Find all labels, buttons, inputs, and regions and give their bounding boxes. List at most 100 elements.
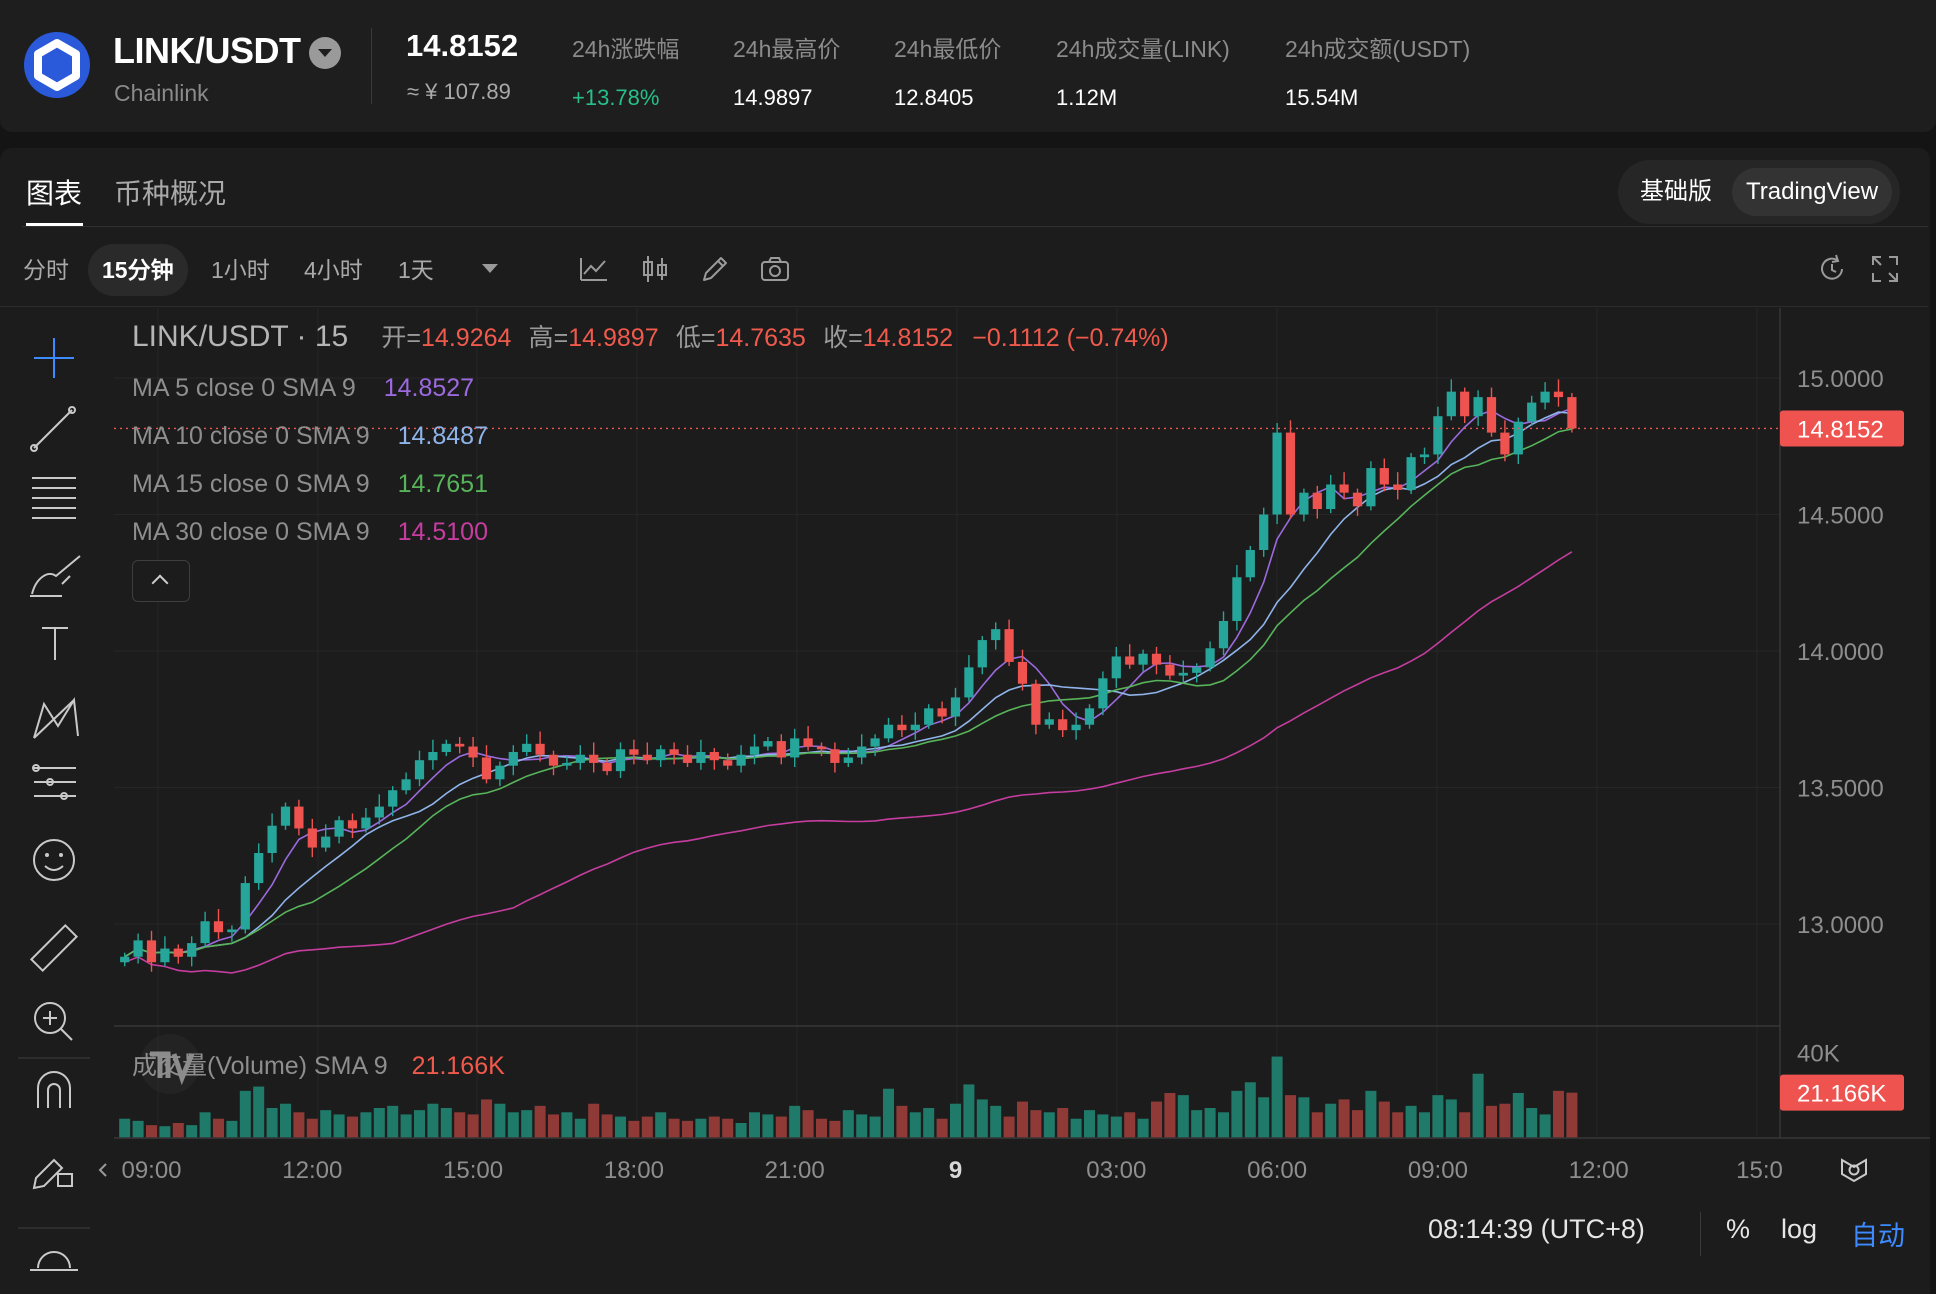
volume-bar[interactable]: [1017, 1101, 1028, 1138]
forecast-icon[interactable]: [32, 764, 76, 800]
volume-bar[interactable]: [1472, 1073, 1484, 1138]
lock-drawing-icon[interactable]: [32, 1158, 73, 1190]
price-chart[interactable]: 15.0000 14.5000 14.0000 13.5000 13.0000 14.81…: [0, 308, 1930, 1294]
candle[interactable]: [1553, 379, 1564, 407]
candle[interactable]: [1513, 417, 1523, 464]
candle[interactable]: [1460, 387, 1470, 424]
candle[interactable]: [870, 734, 880, 757]
candle[interactable]: [1486, 387, 1497, 437]
candle[interactable]: [629, 739, 639, 765]
volume-bar[interactable]: [1459, 1112, 1471, 1138]
volume-bar[interactable]: [1164, 1093, 1176, 1138]
interval-15m[interactable]: 15分钟: [88, 244, 188, 296]
volume-bar[interactable]: [186, 1125, 198, 1138]
emoji-icon[interactable]: [33, 839, 75, 881]
volume-bar[interactable]: [708, 1116, 720, 1138]
candle[interactable]: [495, 761, 505, 787]
volume-bar[interactable]: [1419, 1112, 1430, 1138]
chart-clock[interactable]: 08:14:39 (UTC+8): [1428, 1214, 1645, 1244]
candle[interactable]: [267, 813, 277, 863]
candle[interactable]: [682, 745, 693, 768]
candle[interactable]: [1178, 660, 1188, 683]
candle[interactable]: [790, 728, 800, 768]
volume-bar[interactable]: [387, 1105, 399, 1138]
candle[interactable]: [950, 687, 961, 727]
candle[interactable]: [669, 742, 679, 765]
pattern-icon[interactable]: [33, 696, 79, 739]
volume-bar[interactable]: [1553, 1090, 1564, 1138]
volume-bar[interactable]: [722, 1118, 734, 1138]
volume-bar[interactable]: [842, 1110, 854, 1138]
volume-bar[interactable]: [414, 1110, 425, 1138]
candle[interactable]: [910, 712, 920, 740]
candle[interactable]: [334, 816, 344, 844]
volume-bar[interactable]: [574, 1118, 586, 1138]
pair-dropdown-icon[interactable]: [309, 37, 341, 69]
candle[interactable]: [1406, 453, 1416, 495]
candle[interactable]: [227, 925, 237, 942]
candle[interactable]: [602, 758, 612, 776]
candle[interactable]: [1232, 565, 1242, 631]
candle[interactable]: [522, 734, 532, 757]
candle[interactable]: [964, 655, 974, 702]
candle[interactable]: [361, 807, 371, 833]
volume-bar[interactable]: [1499, 1103, 1511, 1138]
candle[interactable]: [133, 933, 143, 964]
volume-bar[interactable]: [1204, 1108, 1216, 1138]
volume-bar[interactable]: [1432, 1095, 1444, 1138]
candle[interactable]: [1218, 611, 1229, 656]
candle[interactable]: [307, 818, 317, 858]
volume-bar[interactable]: [1285, 1095, 1296, 1138]
volume-bar[interactable]: [226, 1120, 238, 1138]
volume-bar[interactable]: [1084, 1110, 1095, 1138]
candle[interactable]: [709, 747, 719, 770]
volume-bar[interactable]: [749, 1112, 760, 1138]
volume-bar[interactable]: [950, 1103, 961, 1138]
candle[interactable]: [1098, 671, 1108, 716]
volume-bar[interactable]: [615, 1116, 626, 1138]
hide-icon[interactable]: [30, 1251, 78, 1271]
volume-bar[interactable]: [695, 1118, 707, 1138]
volume-bar[interactable]: [1057, 1108, 1069, 1138]
indicator-icon[interactable]: [577, 252, 611, 286]
volume-bar[interactable]: [306, 1118, 318, 1138]
candle[interactable]: [548, 750, 559, 776]
crosshair-icon[interactable]: [34, 338, 74, 378]
candle[interactable]: [575, 745, 585, 770]
camera-icon[interactable]: [758, 252, 792, 286]
log-scale-toggle[interactable]: log: [1781, 1214, 1818, 1244]
volume-bar[interactable]: [1325, 1103, 1337, 1138]
mode-basic-button[interactable]: 基础版: [1640, 178, 1712, 205]
candle[interactable]: [696, 739, 706, 770]
volume-bar[interactable]: [548, 1114, 559, 1138]
candle[interactable]: [937, 701, 947, 724]
candle[interactable]: [857, 734, 867, 765]
fullscreen-icon[interactable]: [1868, 252, 1902, 286]
legend-collapse-button[interactable]: [132, 560, 190, 602]
volume-bar[interactable]: [534, 1105, 546, 1138]
volume-bar[interactable]: [373, 1108, 385, 1138]
tab-coin-overview[interactable]: 币种概况: [114, 178, 227, 209]
volume-bar[interactable]: [146, 1125, 157, 1138]
volume-bar[interactable]: [789, 1105, 801, 1138]
volume-bar[interactable]: [481, 1099, 492, 1138]
volume-bar[interactable]: [896, 1105, 908, 1138]
volume-bar[interactable]: [668, 1118, 680, 1138]
volume-bar[interactable]: [735, 1123, 747, 1138]
fib-icon[interactable]: [32, 477, 76, 519]
candle[interactable]: [1379, 458, 1389, 492]
candle[interactable]: [977, 635, 987, 675]
candle[interactable]: [441, 739, 451, 757]
candle[interactable]: [589, 742, 599, 773]
candle[interactable]: [1058, 709, 1068, 737]
volume-bar[interactable]: [1137, 1118, 1149, 1138]
volume-bar[interactable]: [1097, 1114, 1109, 1138]
volume-bar[interactable]: [628, 1120, 640, 1138]
candle[interactable]: [1245, 545, 1255, 582]
volume-bar[interactable]: [1110, 1116, 1122, 1138]
volume-bar[interactable]: [1311, 1112, 1323, 1138]
magnet-icon[interactable]: [37, 1071, 71, 1108]
candle[interactable]: [1071, 712, 1081, 740]
volume-bar[interactable]: [440, 1108, 452, 1138]
candle[interactable]: [1111, 646, 1121, 688]
